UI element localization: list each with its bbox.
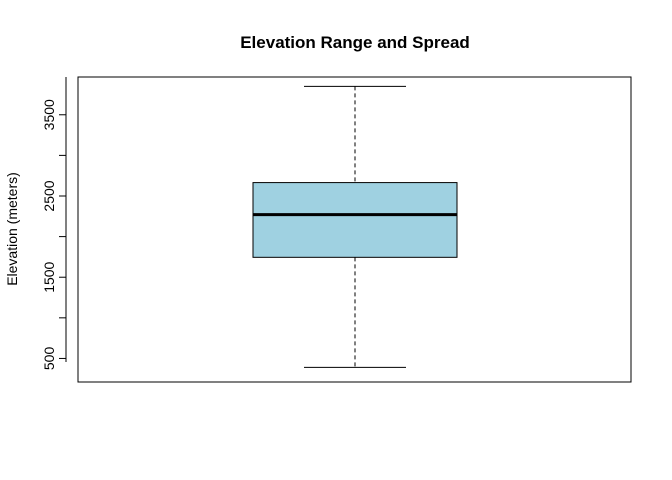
y-tick-label: 3500 [41, 99, 57, 130]
y-tick-label: 500 [41, 347, 57, 371]
boxplot-series [252, 85, 458, 368]
y-tick-label: 2500 [41, 180, 57, 211]
y-axis-ticks: 500 1500 2500 3500 [41, 99, 66, 370]
chart-title: Elevation Range and Spread [240, 33, 470, 52]
y-tick-label: 1500 [41, 261, 57, 292]
y-axis-label: Elevation (meters) [4, 172, 20, 286]
interquartile-box [252, 182, 458, 258]
plot-frame [77, 76, 632, 383]
